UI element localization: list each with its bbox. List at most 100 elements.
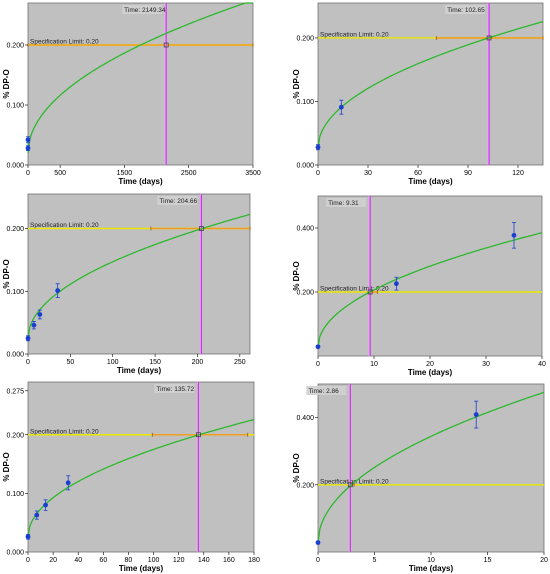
time-label: Time: 9.31	[328, 200, 359, 207]
spec-limit-label: Specification Limit: 0.20	[320, 286, 389, 293]
x-axis-label: Time (days)	[408, 368, 453, 377]
spec-limit-label: Specification Limit: 0.20	[30, 39, 99, 46]
fit-curve	[27, 213, 251, 339]
x-tick-label: 40	[538, 361, 546, 368]
plot-area	[27, 193, 251, 355]
y-tick-label: 0.000	[296, 163, 314, 170]
x-tick-label: 100	[107, 359, 119, 366]
fit-curve	[317, 391, 545, 543]
x-tick-label: 10	[427, 557, 435, 564]
x-tick-label: 180	[248, 557, 260, 564]
y-tick-label: 0.100	[296, 99, 314, 106]
x-tick-label: 100	[148, 557, 160, 564]
plot-area	[317, 195, 543, 357]
y-tick-label: 0.200	[296, 35, 314, 42]
y-tick-label: 0.200	[296, 290, 314, 297]
data-point	[31, 322, 37, 328]
data-point	[43, 502, 48, 508]
y-tick-label: 0.100	[6, 103, 24, 110]
fit-curve	[27, 2, 253, 154]
y-axis-label: % DP-O	[292, 261, 301, 290]
x-axis-label: Time (days)	[117, 366, 162, 375]
time-label-box	[306, 386, 347, 395]
spec-limit-label: Specification Limit: 0.20	[30, 428, 99, 435]
data-point	[315, 344, 321, 350]
x-tick-label: 20	[540, 557, 548, 564]
spec-limit-label: Specification Limit: 0.20	[30, 222, 99, 229]
x-tick-label: 0	[316, 170, 320, 177]
data-point	[37, 312, 43, 317]
data-point	[55, 288, 61, 294]
y-axis-label: % DP-O	[2, 259, 11, 288]
y-tick-label: 0.200	[6, 43, 24, 50]
data-point	[34, 512, 40, 518]
x-tick-label: 250	[234, 359, 246, 366]
fit-curve	[27, 418, 255, 537]
x-tick-label: 30	[364, 170, 372, 177]
data-point	[25, 145, 31, 151]
y-axis-label: % DP-O	[292, 453, 301, 482]
x-tick-label: 120	[512, 170, 524, 177]
time-label-box	[326, 198, 367, 207]
x-tick-label: 200	[192, 359, 204, 366]
data-point	[25, 137, 31, 143]
x-tick-label: 120	[173, 557, 185, 564]
time-label: Time: 2149.34	[124, 7, 166, 14]
plot-area	[317, 2, 544, 166]
y-axis-label: % DP-O	[2, 69, 11, 98]
x-tick-label: 0	[26, 170, 30, 177]
chart-panel-p4: Specification Limit: 0.20 Time: 9.31 0 10 20…	[292, 195, 546, 377]
y-tick-label: 0.100	[6, 491, 24, 498]
y-tick-label: 0.000	[6, 352, 24, 359]
data-point	[473, 412, 479, 417]
data-point	[394, 281, 399, 287]
data-point	[511, 232, 517, 238]
y-tick-label: 0.200	[6, 432, 24, 439]
x-axis-label: Time (days)	[408, 177, 453, 186]
plot-area	[27, 381, 255, 553]
time-label-box	[154, 384, 195, 393]
x-tick-label: 5	[373, 557, 377, 564]
time-label-box	[445, 5, 486, 14]
time-label: Time: 135.72	[156, 386, 194, 393]
intersection-marker	[347, 482, 353, 488]
x-axis-label: Time (days)	[118, 177, 163, 186]
time-label-box	[157, 196, 198, 205]
data-point	[25, 534, 31, 540]
y-tick-label: 0.100	[6, 289, 24, 296]
x-tick-label: 0	[316, 557, 320, 564]
y-tick-label: 0.200	[296, 482, 314, 489]
x-tick-label: 1500	[117, 170, 133, 177]
chart-panel-p5: Specification Limit: 0.20 Time: 135.72 0 20…	[2, 381, 260, 573]
y-tick-label: 0.400	[296, 415, 314, 422]
data-point	[338, 104, 344, 110]
x-tick-label: 60	[99, 557, 107, 564]
data-point	[65, 480, 71, 486]
x-tick-label: 500	[54, 170, 66, 177]
x-tick-label: 0	[26, 557, 30, 564]
y-tick-label: 0.200	[6, 226, 24, 233]
intersection-marker	[163, 42, 169, 48]
x-tick-label: 2500	[181, 170, 197, 177]
data-point	[315, 540, 321, 545]
chart-panel-p3: Specification Limit: 0.20 Time: 204.66 0 50…	[2, 193, 251, 375]
spec-limit-label: Specification Limit: 0.20	[320, 31, 389, 38]
intersection-marker	[486, 35, 492, 41]
x-tick-label: 0	[316, 361, 320, 368]
plot-area	[27, 2, 254, 166]
y-tick-label: 0.000	[6, 163, 24, 170]
chart-panel-p2: Specification Limit: 0.20 Time: 102.65 0 30…	[292, 2, 544, 186]
fit-curve	[317, 232, 543, 348]
y-axis-label: % DP-O	[292, 69, 301, 98]
y-tick-label: 0.000	[6, 550, 24, 557]
plot-area	[317, 383, 545, 553]
x-tick-label: 90	[464, 170, 472, 177]
intersection-marker	[196, 432, 201, 438]
time-label: Time: 2.86	[308, 388, 339, 395]
data-point	[315, 144, 321, 150]
x-tick-label: 160	[223, 557, 235, 564]
y-tick-label: 0.400	[296, 226, 314, 233]
x-tick-label: 20	[426, 361, 434, 368]
